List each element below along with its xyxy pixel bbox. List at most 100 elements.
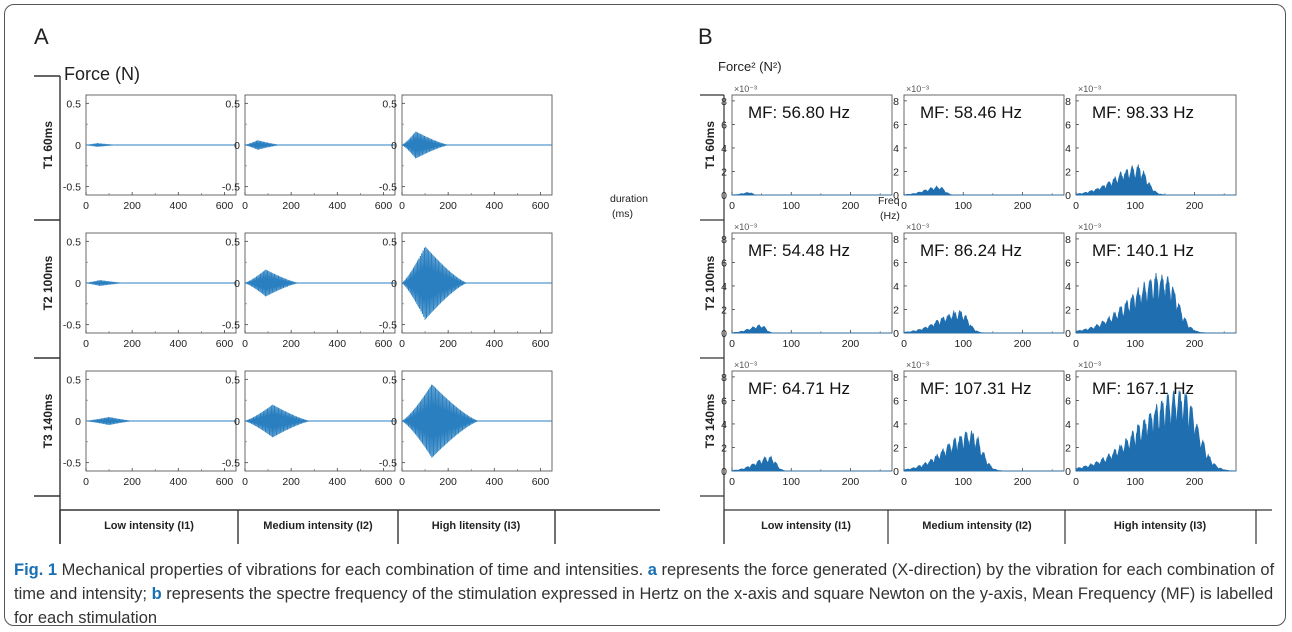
panel-a-force-trace <box>85 143 236 147</box>
panel-b-y-tick-label: 0 <box>1065 190 1071 202</box>
panel-b-y-tick-label: 6 <box>1065 257 1071 269</box>
panel-a-x-tick-label: 400 <box>486 476 504 488</box>
figure-frame <box>4 4 1286 626</box>
panel-b-x-tick-label: 100 <box>1126 200 1144 212</box>
panel-b-xlabel-line2: (Hz) <box>880 210 900 222</box>
panel-a-x-tick-label: 0 <box>83 338 89 350</box>
panel-b-x-tick-label: 0 <box>729 476 735 488</box>
panel-b-xlabel-line1: Freq <box>878 195 900 207</box>
panel-a-y-tick-label: 0 <box>75 416 81 428</box>
panel-b-plot-frame <box>731 370 893 472</box>
panel-b-y-tick-label: 2 <box>1065 166 1071 178</box>
panel-b-spectrum <box>1075 164 1236 196</box>
panel-a-y-tick-label: -0.5 <box>379 182 397 194</box>
panel-a-x-tick-label: 400 <box>486 200 504 212</box>
panel-b-y-multiplier: ×10⁻³ <box>1078 360 1101 370</box>
panel-a-y-tick-label: 0 <box>75 140 81 152</box>
panel-a-y-tick-label: 0.5 <box>382 98 397 110</box>
panel-b-y-multiplier: ×10⁻³ <box>734 84 757 94</box>
panel-b-y-tick-label: 6 <box>721 395 727 407</box>
panel-a-x-tick-label: 600 <box>216 200 234 212</box>
panel-a-y-tick-label: -0.5 <box>222 320 240 332</box>
panel-b-y-tick-label: 8 <box>721 372 727 384</box>
panel-b-x-tick-label: 200 <box>1014 200 1032 212</box>
panel-b-y-tick-label: 2 <box>893 166 899 178</box>
caption-a-label: a <box>647 561 657 579</box>
panel-a-y-tick-label: 0 <box>75 278 81 290</box>
panel-a-x-tick-label: 0 <box>242 200 248 212</box>
panel-b-x-tick-label: 0 <box>901 476 907 488</box>
panel-b-x-tick-label: 0 <box>901 338 907 350</box>
panel-a-xlabel-line1: duration <box>610 193 648 205</box>
panel-a-y-tick-label: 0.5 <box>66 98 81 110</box>
panel-a-x-tick-label: 200 <box>123 200 141 212</box>
panel-b-y-tick-label: 4 <box>1065 143 1071 155</box>
caption-lead: Mechanical properties of vibrations for … <box>57 561 648 579</box>
caption-a-text: represents the force generated (X-direct… <box>14 561 1275 603</box>
panel-b-x-tick-label: 100 <box>1126 338 1144 350</box>
panel-a-x-tick-label: 200 <box>439 476 457 488</box>
panel-a-force-trace <box>244 269 395 297</box>
panel-a-column-label: Medium intensity (I2) <box>263 520 373 532</box>
panel-a-x-tick-label: 200 <box>282 338 300 350</box>
panel-b-spectrum <box>731 324 892 334</box>
panel-b-x-tick-label: 100 <box>782 338 800 350</box>
panel-b-y-tick-label: 8 <box>893 234 899 246</box>
panel-b-y-tick-label: 8 <box>1065 96 1071 108</box>
panel-b-y-tick-label: 0 <box>721 466 727 478</box>
caption-b-label: b <box>151 585 162 603</box>
panel-b-column-label: Medium intensity (I2) <box>922 520 1032 532</box>
panel-a-x-tick-label: 400 <box>329 476 347 488</box>
panel-a-y-tick-label: 0.5 <box>66 374 81 386</box>
panel-b-x-tick-label: 0 <box>1073 200 1079 212</box>
panel-a-x-tick-label: 600 <box>216 338 234 350</box>
panel-label-b: B <box>698 24 713 49</box>
panel-b-x-tick-label: 200 <box>842 476 860 488</box>
panel-a-x-tick-label: 600 <box>375 200 393 212</box>
panel-b-x-tick-label: 0 <box>901 200 907 212</box>
panel-b-x-tick-label: 0 <box>1073 476 1079 488</box>
panel-b-y-tick-label: 2 <box>721 442 727 454</box>
panel-b-x-tick-label: 200 <box>842 200 860 212</box>
panel-a-y-tick-label: 0.5 <box>225 236 240 248</box>
panel-a-x-tick-label: 600 <box>375 338 393 350</box>
panel-b-mean-frequency-label: MF: 56.80 Hz <box>748 103 850 122</box>
panel-b-spectrum <box>731 455 892 472</box>
panel-b-y-multiplier: ×10⁻³ <box>906 360 929 370</box>
panel-b-y-tick-label: 2 <box>1065 304 1071 316</box>
panel-b-y-multiplier: ×10⁻³ <box>906 222 929 232</box>
panel-b-spectrum <box>903 430 1064 472</box>
panel-b-y-tick-label: 6 <box>721 257 727 269</box>
panel-b-x-tick-label: 200 <box>1014 338 1032 350</box>
panel-a-force-trace <box>401 246 552 321</box>
panel-b-y-tick-label: 4 <box>893 281 899 293</box>
panel-a-x-tick-label: 400 <box>329 338 347 350</box>
panel-a-x-tick-label: 200 <box>439 338 457 350</box>
panel-a-force-trace <box>401 384 552 459</box>
panel-a-y-tick-label: 0 <box>391 278 397 290</box>
panel-b-mean-frequency-label: MF: 167.1 Hz <box>1092 379 1194 398</box>
panel-a-column-label: Low intensity (I1) <box>104 520 194 532</box>
panel-a-x-tick-label: 400 <box>170 200 188 212</box>
panel-b-column-label: High intensity (I3) <box>1114 520 1207 532</box>
panel-b-spectrum <box>903 309 1064 334</box>
panel-b-plot-frame <box>731 94 893 196</box>
panel-b-y-tick-label: 8 <box>1065 234 1071 246</box>
panel-b-y-tick-label: 8 <box>721 96 727 108</box>
panel-a-x-tick-label: 600 <box>216 476 234 488</box>
panel-b-y-multiplier: ×10⁻³ <box>1078 222 1101 232</box>
panel-b-x-tick-label: 100 <box>782 200 800 212</box>
panel-b-y-tick-label: 4 <box>1065 419 1071 431</box>
panel-a-y-tick-label: 0.5 <box>382 236 397 248</box>
panel-b-y-tick-label: 8 <box>893 96 899 108</box>
panel-a-x-tick-label: 200 <box>123 338 141 350</box>
panel-b-plot-frame <box>903 94 1065 196</box>
panel-b-y-tick-label: 6 <box>1065 395 1071 407</box>
panel-b-y-tick-label: 4 <box>893 143 899 155</box>
panel-b-plot-frame <box>903 232 1065 334</box>
panel-a-y-tick-label: 0.5 <box>225 98 240 110</box>
panel-b-y-tick-label: 2 <box>721 304 727 316</box>
panel-a-force-trace <box>401 131 552 159</box>
panel-b-y-multiplier: ×10⁻³ <box>1078 84 1101 94</box>
